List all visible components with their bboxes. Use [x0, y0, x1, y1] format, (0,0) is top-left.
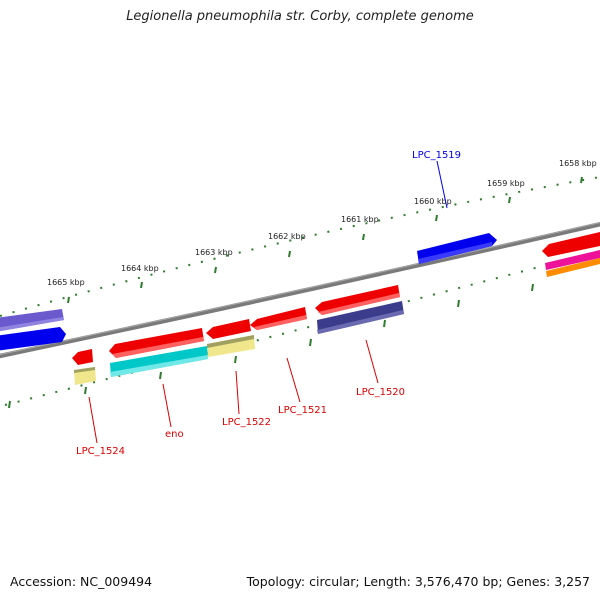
label-leaders: [88, 160, 448, 444]
genome-backbone: [0, 221, 600, 359]
genome-backbone-highlight: [0, 222, 600, 355]
forward-strand-features: [72, 285, 404, 385]
cds-arrow-forward[interactable]: [542, 232, 600, 257]
cog-bar: [546, 258, 600, 277]
gene-label-eno[interactable]: eno: [165, 429, 184, 440]
cds-arrow-forward[interactable]: [315, 285, 400, 315]
cog-bar-edge: [74, 367, 95, 373]
leader-line: [436, 160, 448, 209]
kbp-label: 1661 kbp: [341, 215, 379, 224]
cds-arrow-forward[interactable]: [72, 349, 93, 365]
accession-text: Accession: NC_009494: [10, 574, 153, 589]
kbp-label: 1664 kbp: [121, 264, 159, 273]
major-tick: [531, 283, 534, 292]
major-tick: [362, 233, 365, 241]
major-tick: [457, 299, 460, 308]
leader-line: [365, 339, 379, 384]
major-tick: [140, 281, 143, 289]
major-tick: [288, 250, 291, 258]
cog-bar-shade: [317, 310, 404, 334]
leader-line: [286, 357, 301, 403]
cds-arrow-reverse-shade: [0, 317, 64, 332]
cog-bar: [545, 250, 600, 270]
cds-arrow-forward[interactable]: [250, 307, 307, 330]
major-tick: [67, 296, 70, 304]
major-tick: [435, 214, 438, 222]
leader-line: [235, 370, 240, 415]
cds-arrow-reverse[interactable]: [0, 327, 66, 351]
cds-arrow-forward-shade: [318, 293, 400, 315]
leader-line: [162, 383, 172, 428]
cds-arrow-forward-shade: [254, 315, 307, 330]
gene-label-lpc-1524[interactable]: LPC_1524: [76, 446, 125, 457]
major-tick: [84, 386, 87, 395]
kbp-label: 1662 kbp: [268, 232, 306, 241]
kbp-label: 1665 kbp: [47, 278, 85, 287]
major-tick: [309, 338, 312, 347]
cog-bar-shade: [110, 355, 208, 377]
major-tick: [159, 371, 162, 380]
kbp-label: 1658 kbp: [559, 159, 597, 168]
gene-label-lpc-1522[interactable]: LPC_1522: [222, 417, 271, 428]
reverse-strand-features: [0, 232, 600, 351]
leader-line: [88, 396, 98, 444]
major-tick: [508, 196, 511, 204]
gene-label-lpc-1519[interactable]: LPC_1519: [412, 150, 461, 161]
kbp-label: 1663 kbp: [195, 248, 233, 257]
genome-summary-text: Topology: circular; Length: 3,576,470 bp…: [246, 574, 590, 589]
major-tick: [580, 176, 583, 184]
kbp-label: 1659 kbp: [487, 179, 525, 188]
cds-arrow-forward-shade: [112, 337, 204, 358]
kbp-label: 1660 kbp: [414, 197, 452, 206]
major-tick: [234, 355, 237, 364]
gene-label-lpc-1520[interactable]: LPC_1520: [356, 387, 405, 398]
kbp-tick-ring-lower: [4, 250, 600, 406]
gene-label-lpc-1521[interactable]: LPC_1521: [278, 405, 327, 416]
map-title: Legionella pneumophila str. Corby, compl…: [126, 9, 474, 24]
major-tick: [214, 266, 217, 274]
major-tick: [8, 400, 11, 409]
lower-major-ticks: [8, 283, 534, 409]
major-tick: [383, 319, 386, 328]
cds-arrow-forward[interactable]: [206, 319, 251, 339]
kbp-tick-group: 1665 kbp 1664 kbp 1663 kbp 1662 kbp 1661…: [47, 159, 597, 304]
cog-bar-edge: [207, 335, 254, 348]
cds-arrow-reverse-shade: [418, 242, 492, 264]
